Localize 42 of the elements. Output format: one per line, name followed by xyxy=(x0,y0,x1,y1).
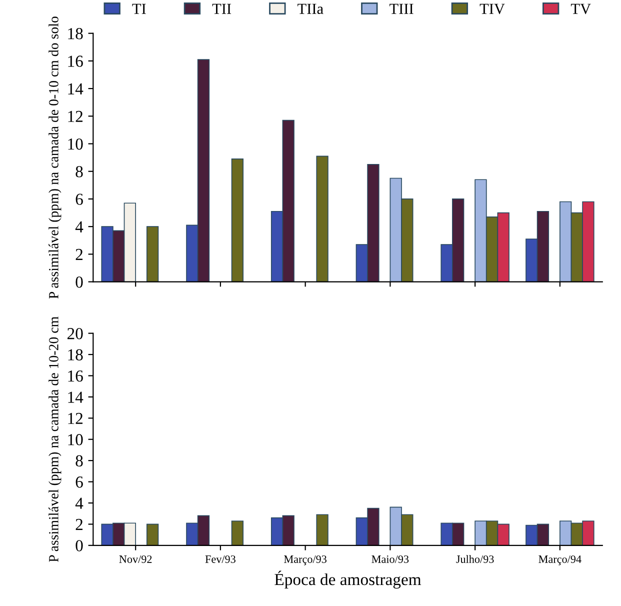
x-tick-label: Março/93 xyxy=(284,555,326,566)
bar xyxy=(231,158,244,282)
y-axis-title: P assimilável (ppm) na camada de 0-10 cm do solo xyxy=(48,16,62,299)
legend-label: TIIa xyxy=(298,4,324,14)
y-tick-label: 0 xyxy=(76,540,83,552)
x-tick-label: Março/94 xyxy=(538,555,582,566)
y-tick-label: 2 xyxy=(76,248,83,260)
bar xyxy=(146,524,159,546)
bar xyxy=(316,156,328,282)
y-tick-label: 10 xyxy=(68,434,83,446)
y-tick-label: 12 xyxy=(68,110,83,122)
y-tick-label: 0 xyxy=(76,276,83,288)
y-tick-label: 8 xyxy=(76,166,83,178)
x-tick-label: Fev/93 xyxy=(205,555,236,563)
y-tick-label: 10 xyxy=(68,138,83,150)
legend-label: TII xyxy=(212,4,232,14)
x-axis-title: Época de amostragem xyxy=(274,570,422,589)
y-tick-label: 4 xyxy=(75,498,84,509)
y-tick-label: 16 xyxy=(68,370,83,382)
x-tick-label: Maio/93 xyxy=(372,555,409,563)
bar xyxy=(316,514,328,546)
y-tick-label: 14 xyxy=(68,392,84,403)
legend-label: TV xyxy=(570,4,591,14)
y-tick-label: 6 xyxy=(76,194,83,205)
y-tick-label: 8 xyxy=(76,455,83,467)
y-tick-label: 6 xyxy=(76,476,83,488)
y-tick-label: 14 xyxy=(68,83,84,94)
x-tick-label: Nov/92 xyxy=(119,555,152,563)
y-tick-label: 18 xyxy=(68,28,83,40)
y-tick-label: 16 xyxy=(68,56,83,67)
y-tick-label: 4 xyxy=(75,221,84,232)
y-tick-label: 2 xyxy=(76,518,83,530)
legend-label: TIII xyxy=(390,4,414,14)
legend-label: TIV xyxy=(480,4,505,14)
y-tick-label: 20 xyxy=(67,328,83,340)
y-tick-label: 18 xyxy=(68,349,83,360)
bar xyxy=(146,226,159,282)
x-tick-label: Julho/93 xyxy=(456,555,494,563)
legend-label: TI xyxy=(132,4,146,14)
y-tick-label: 12 xyxy=(68,412,83,424)
y-axis-title: P assimilável (ppm) na camada de 10-20 cm xyxy=(48,316,62,562)
bar xyxy=(231,520,244,546)
